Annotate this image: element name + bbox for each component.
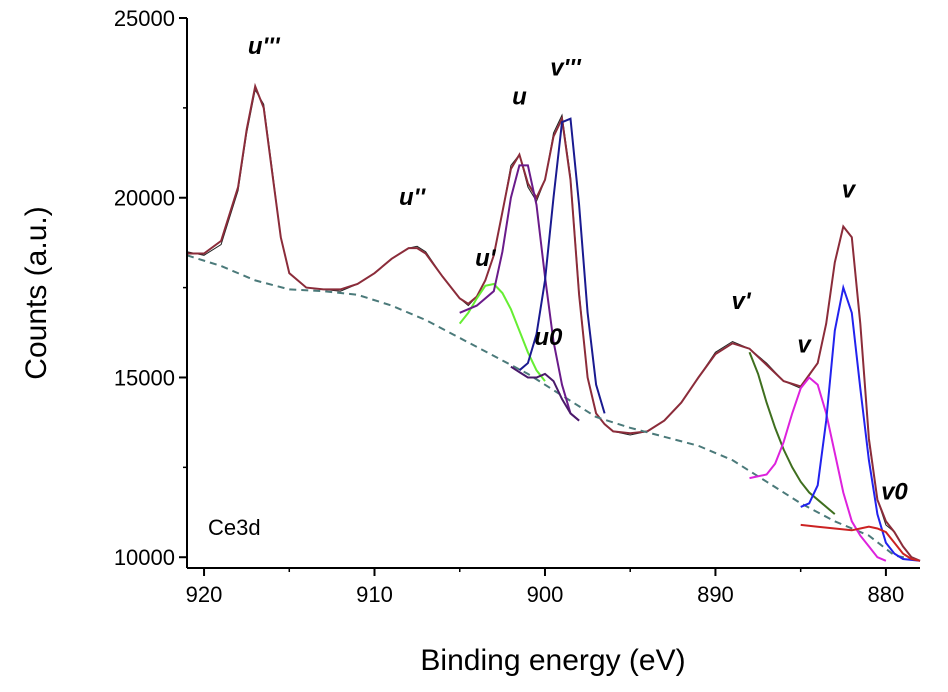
peak-label-5: u0 [534,324,563,351]
peak-label-7: v [797,331,812,358]
y-tick-label-0: 10000 [114,545,175,570]
peak-label-2: u' [475,245,497,272]
sample-label: Ce3d [208,515,261,540]
series-line-6 [510,365,580,422]
peak-label-6: v' [731,288,751,315]
series-line-8 [749,376,887,562]
y-tick-label-3: 25000 [114,6,175,31]
axes [186,18,920,569]
x-tick-label-1: 910 [356,582,393,607]
series-line-3 [458,282,546,382]
peak-label-0: u''' [248,33,281,60]
x-tick-label-4: 880 [868,582,905,607]
peak-labels: u''' u'' u' u v''' u0 v' v v v0 [248,33,909,506]
series-line-9 [800,283,921,562]
plot-series [186,82,921,562]
x-tick-label-2: 900 [527,582,564,607]
series-line-4 [459,164,580,422]
x-tick-label-3: 890 [697,582,734,607]
y-tick-label-1: 15000 [114,365,175,390]
y-tick-label-2: 20000 [114,186,175,211]
peak-label-9: v0 [881,479,908,506]
series-line-1 [187,82,921,562]
peak-label-3: u [512,83,527,110]
ticks: 920 910 900 890 880 10000 15000 20000 25000 [114,6,904,607]
x-axis-title: Binding energy (eV) [420,644,685,677]
peak-label-4: v''' [550,55,582,82]
series-line-10 [800,523,921,562]
series-line-7 [748,351,836,515]
peak-label-1: u'' [399,184,426,211]
series-line-5 [518,117,606,414]
x-tick-label-0: 920 [186,582,223,607]
peak-label-8: v [842,177,857,204]
series-line-2 [186,254,921,562]
y-axis-title: Counts (a.u.) [20,206,53,379]
